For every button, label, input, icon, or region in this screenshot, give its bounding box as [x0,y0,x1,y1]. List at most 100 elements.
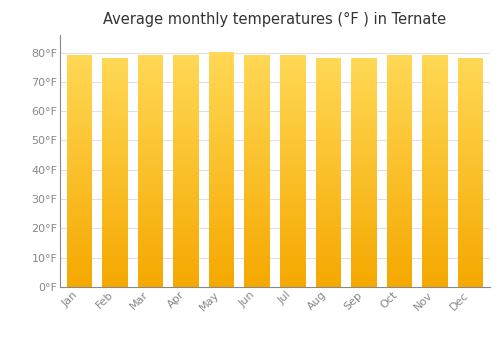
Bar [244,99,270,102]
Bar [102,95,128,98]
Bar [316,61,341,64]
Bar [458,132,483,135]
Bar [280,159,305,162]
Bar [422,180,448,183]
Bar [102,232,128,236]
Bar [174,206,199,209]
Bar [280,58,305,61]
Bar [102,284,128,287]
Bar [386,246,412,250]
Bar [280,81,305,84]
Bar [280,243,305,246]
Bar [174,186,199,189]
Bar [174,261,199,264]
Bar [244,154,270,157]
Bar [244,61,270,64]
Bar [102,258,128,261]
Bar [244,78,270,82]
Bar [209,243,234,246]
Bar [351,155,376,159]
Bar [316,75,341,78]
Bar [351,169,376,173]
Bar [458,178,483,181]
Bar [244,84,270,88]
Bar [138,125,164,128]
Bar [280,70,305,73]
Bar [67,261,92,264]
Bar [138,203,164,206]
Bar [422,238,448,241]
Bar [458,95,483,98]
Bar [244,278,270,281]
Bar [174,133,199,136]
Bar [351,255,376,258]
Bar [458,218,483,221]
Bar [67,229,92,232]
Bar [67,191,92,194]
Bar [280,266,305,270]
Bar [422,266,448,270]
Bar [351,244,376,247]
Bar [102,212,128,216]
Bar [67,168,92,171]
Bar [316,175,341,178]
Bar [280,133,305,136]
Bar [386,240,412,244]
Bar [351,138,376,141]
Bar [351,201,376,204]
Bar [244,220,270,223]
Bar [351,204,376,207]
Bar [458,138,483,141]
Bar [316,184,341,187]
Bar [102,230,128,233]
Bar [67,171,92,174]
Bar [351,187,376,190]
Bar [280,76,305,79]
Bar [422,131,448,134]
Bar [209,122,234,126]
Bar [458,153,483,156]
Bar [209,96,234,99]
Bar [102,193,128,196]
Bar [138,70,164,73]
Bar [458,72,483,76]
Bar [209,228,234,231]
Bar [280,125,305,128]
Bar [244,197,270,200]
Bar [244,281,270,284]
Bar [351,258,376,261]
Bar [316,81,341,84]
Bar [102,153,128,156]
Bar [209,167,234,170]
Bar [458,267,483,270]
Bar [280,162,305,166]
Bar [351,218,376,221]
Bar [316,92,341,96]
Bar [244,200,270,203]
Bar [209,55,234,58]
Bar [351,67,376,70]
Bar [422,174,448,177]
Bar [386,159,412,162]
Bar [351,92,376,96]
Bar [67,151,92,154]
Bar [280,96,305,99]
Bar [386,122,412,125]
Bar [422,168,448,171]
Bar [138,76,164,79]
Bar [102,121,128,124]
Bar [174,284,199,287]
Bar [102,221,128,224]
Bar [386,264,412,267]
Bar [138,255,164,258]
Bar [316,72,341,76]
Bar [422,177,448,180]
Bar [244,252,270,255]
Bar [458,241,483,244]
Bar [316,232,341,236]
Bar [67,275,92,278]
Bar [351,147,376,150]
Bar [458,87,483,90]
Bar [244,125,270,128]
Bar [316,173,341,176]
